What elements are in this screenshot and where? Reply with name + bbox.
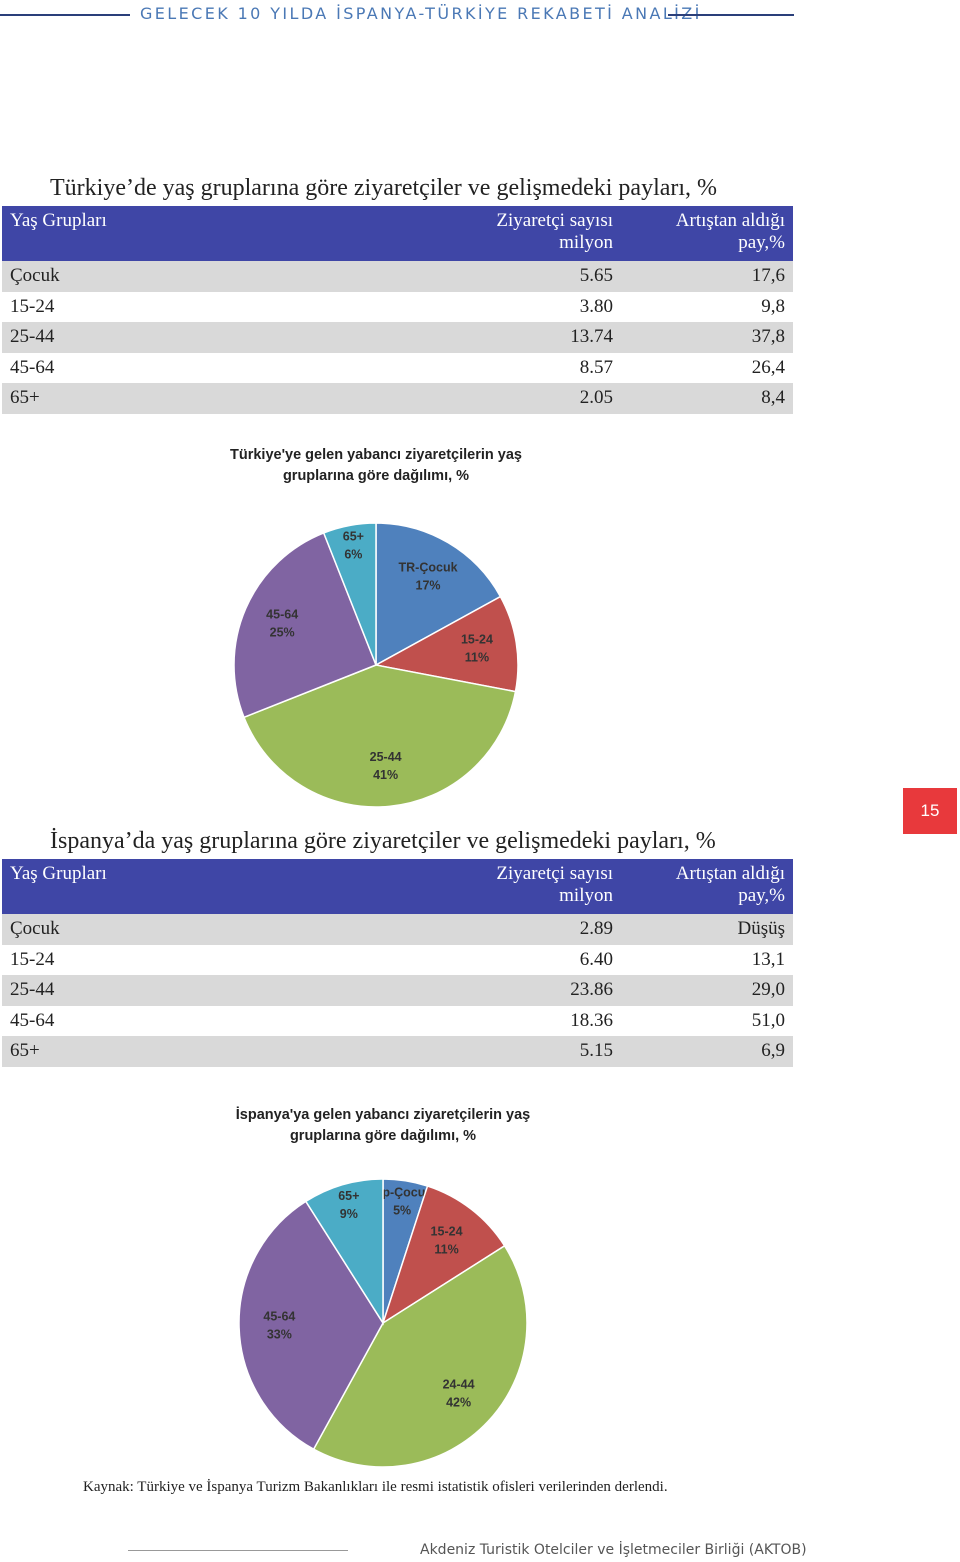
pie-slice xyxy=(233,531,377,719)
pie-slice xyxy=(373,595,519,693)
slice-category: 24-44 xyxy=(443,1377,475,1391)
column-header: Ziyaretçi sayısı milyon xyxy=(496,863,613,906)
column-header: Artıştan aldığı pay,% xyxy=(675,863,785,906)
table-cell: 13.74 xyxy=(570,326,613,347)
pie-slice xyxy=(238,1200,384,1451)
slice-value-label: 17% xyxy=(416,578,441,592)
pie-slice xyxy=(375,522,502,667)
slice-category: 45-64 xyxy=(263,1310,295,1324)
pie-slice xyxy=(381,1185,506,1325)
slice-category: 15-24 xyxy=(461,632,493,646)
slice-value-label: 25% xyxy=(270,626,295,640)
table-row: 25-44 13.74 37,8 xyxy=(2,322,793,353)
slice-category: 65+ xyxy=(338,1189,359,1203)
pie-slice xyxy=(322,522,377,666)
table-title: Türkiye’de yaş gruplarına göre ziyaretçi… xyxy=(50,175,718,201)
table-cell: 25-44 xyxy=(10,326,55,347)
table: Yaş Grupları Ziyaretçi sayısı milyon Artış… xyxy=(2,206,793,414)
page-header: GELECEK 10 YILDA İSPANYA-TÜRKİYE REKABET… xyxy=(0,4,960,26)
column-header: Artıştan aldığı pay,% xyxy=(675,210,785,253)
table-row: 65+ 2.05 8,4 xyxy=(2,383,793,414)
table-cell: 5.65 xyxy=(579,265,613,286)
table-cell: Düşüş xyxy=(737,918,785,939)
slice-category: 15-24 xyxy=(431,1224,463,1238)
table-header-row: Yaş Grupları Ziyaretçi sayısı milyon Artış… xyxy=(2,859,793,914)
table-cell: 26,4 xyxy=(751,356,785,378)
pie-slice xyxy=(312,1244,528,1468)
table-cell: 8,4 xyxy=(761,387,785,408)
table-cell: 3.80 xyxy=(579,295,613,317)
slice-category: 45-64 xyxy=(266,608,298,622)
table-cell: 25-44 xyxy=(10,979,55,1000)
table-row: 65+ 5.15 6,9 xyxy=(2,1036,793,1067)
header-rule xyxy=(0,14,130,16)
table-cell: 13,1 xyxy=(751,948,785,970)
table-row: 45-64 8.57 26,4 xyxy=(2,353,793,384)
slice-category: İsp-Çocuk xyxy=(372,1184,432,1199)
column-header: Yaş Grupları xyxy=(10,210,107,231)
table-cell: 9,8 xyxy=(761,295,785,317)
table-cell: 15-24 xyxy=(10,948,55,970)
slice-value-label: 42% xyxy=(446,1395,471,1409)
slice-value-label: 41% xyxy=(373,768,398,782)
pie-chart: TR-Çocuk 17% 15-24 11% 25-44 41% 45-64 25% 65+ 6% xyxy=(233,522,519,808)
table-cell: 45-64 xyxy=(10,356,55,378)
pie-slice xyxy=(242,664,517,808)
table-cell: 45-64 xyxy=(10,1009,55,1031)
table-cell: 18.36 xyxy=(570,1009,613,1031)
slice-value-label: 11% xyxy=(434,1242,458,1256)
header-rule xyxy=(668,14,794,16)
table-cell: 17,6 xyxy=(751,265,785,286)
table-row: 15-24 3.80 9,8 xyxy=(2,292,793,323)
table-row: Çocuk 5.65 17,6 xyxy=(2,261,793,292)
table-cell: 51,0 xyxy=(751,1009,785,1031)
page-number: 15 xyxy=(903,788,957,834)
slice-category: 25-44 xyxy=(370,750,402,764)
table-cell: 23.86 xyxy=(570,979,613,1000)
pie-chart: İsp-Çocuk 5% 15-24 11% 24-44 42% 45-64 33% 65+ 9% xyxy=(238,1178,528,1468)
source-note: Kaynak: Türkiye ve İspanya Turizm Bakanl… xyxy=(83,1479,668,1495)
column-header: Ziyaretçi sayısı milyon xyxy=(496,210,613,253)
table-header-row: Yaş Grupları Ziyaretçi sayısı milyon Artış… xyxy=(2,206,793,261)
slice-category: 65+ xyxy=(343,530,364,544)
table-cell: 65+ xyxy=(10,387,40,408)
footer-text: Akdeniz Turistik Otelciler ve İşletmecil… xyxy=(420,1542,807,1558)
table-cell: 2.05 xyxy=(579,387,613,408)
chart-title: İspanya'ya gelen yabancı ziyaretçilerin … xyxy=(235,1107,531,1144)
slice-value-label: 6% xyxy=(344,548,362,562)
table-cell: 15-24 xyxy=(10,295,55,317)
table-cell: 6,9 xyxy=(761,1040,785,1061)
slice-value-label: 9% xyxy=(340,1207,358,1221)
table-cell: Çocuk xyxy=(10,265,60,286)
table-cell: 2.89 xyxy=(579,918,613,939)
table-cell: 37,8 xyxy=(751,326,785,347)
chart-title: Türkiye'ye gelen yabancı ziyaretçilerin … xyxy=(230,447,522,484)
table-row: 25-44 23.86 29,0 xyxy=(2,975,793,1006)
column-header: Yaş Grupları xyxy=(10,863,107,884)
pie-slice xyxy=(304,1178,384,1326)
slice-value-label: 11% xyxy=(465,650,489,664)
table-row: 15-24 6.40 13,1 xyxy=(2,945,793,976)
header-title: GELECEK 10 YILDA İSPANYA-TÜRKİYE REKABET… xyxy=(140,4,702,23)
slice-value-label: 33% xyxy=(267,1328,292,1342)
table-cell: 8.57 xyxy=(579,356,613,378)
footer-rule xyxy=(128,1550,348,1551)
table: Yaş Grupları Ziyaretçi sayısı milyon Artış… xyxy=(2,859,793,1067)
table-cell: 29,0 xyxy=(751,979,785,1000)
slice-category: TR-Çocuk xyxy=(399,560,458,574)
table-row: Çocuk 2.89 Düşüş xyxy=(2,914,793,945)
table-cell: 5.15 xyxy=(579,1040,613,1061)
table-cell: 6.40 xyxy=(579,948,613,970)
table-row: 45-64 18.36 51,0 xyxy=(2,1006,793,1037)
table-cell: 65+ xyxy=(10,1040,40,1061)
table-title: İspanya’da yaş gruplarına göre ziyaretçi… xyxy=(50,828,716,854)
slice-value-label: 5% xyxy=(393,1203,411,1217)
table-cell: Çocuk xyxy=(10,918,60,939)
